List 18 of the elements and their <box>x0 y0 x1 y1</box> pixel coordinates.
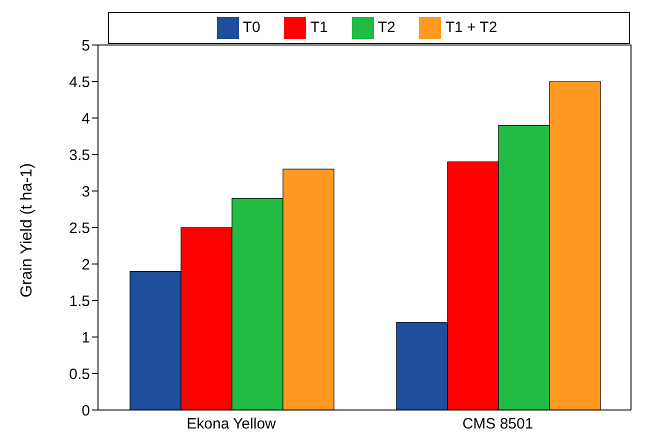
y-tick-label: 4 <box>82 110 90 128</box>
y-tick-label: 3.5 <box>69 146 90 164</box>
y-tick-label: 0.5 <box>69 366 90 383</box>
y-tick-label: 4.5 <box>69 74 90 91</box>
legend-label: T1 + T2 <box>445 18 498 36</box>
x-tick-label: CMS 8501 <box>462 416 534 433</box>
legend-label: T0 <box>242 18 260 36</box>
y-tick-label: 5 <box>82 37 90 54</box>
legend-label: T1 <box>310 18 328 36</box>
y-tick-label: 2 <box>82 256 90 274</box>
y-tick-label: 0 <box>82 402 90 420</box>
y-tick-label: 1 <box>82 329 90 346</box>
y-tick-label: 1.5 <box>69 292 90 310</box>
y-axis-title: Grain Yield (t ha-1) <box>18 163 36 298</box>
y-tick-label: 3 <box>82 183 90 200</box>
y-tick-label: 2.5 <box>69 220 90 237</box>
x-tick-label: Ekona Yellow <box>186 416 276 433</box>
legend-label: T2 <box>378 18 396 36</box>
